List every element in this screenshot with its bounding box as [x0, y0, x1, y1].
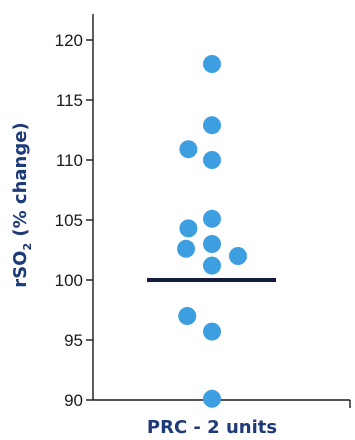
y-tick-label: 105 — [55, 211, 83, 230]
x-category-label: PRC - 2 units — [147, 417, 277, 438]
y-tick-label: 100 — [55, 271, 83, 290]
y-axis-title-subscript: 2 — [21, 243, 34, 251]
data-point — [203, 322, 221, 341]
data-point — [203, 235, 221, 253]
y-axis-title: rSO2 (% change) — [10, 122, 34, 287]
y-axis-title-main: rSO — [10, 251, 31, 288]
y-axis-title-rest: (% change) — [10, 122, 31, 243]
data-point — [178, 307, 197, 325]
y-tick-label: 120 — [55, 31, 83, 50]
data-point — [228, 247, 247, 265]
data-point — [203, 116, 221, 135]
data-point — [179, 219, 198, 238]
y-tick-label: 95 — [64, 331, 83, 350]
y-tick-label: 90 — [64, 391, 83, 410]
data-point — [203, 209, 221, 228]
y-tick-label: 110 — [56, 151, 83, 170]
y-tick-label: 115 — [56, 91, 83, 110]
data-point — [203, 389, 221, 408]
data-point — [203, 151, 221, 169]
data-points — [177, 55, 247, 408]
data-point — [179, 140, 198, 159]
x-axis — [93, 399, 351, 408]
y-ticks: 90 95 100 105 110 115 120 — [55, 31, 93, 410]
data-point — [177, 239, 196, 258]
data-point — [203, 256, 221, 275]
data-point — [203, 55, 221, 73]
